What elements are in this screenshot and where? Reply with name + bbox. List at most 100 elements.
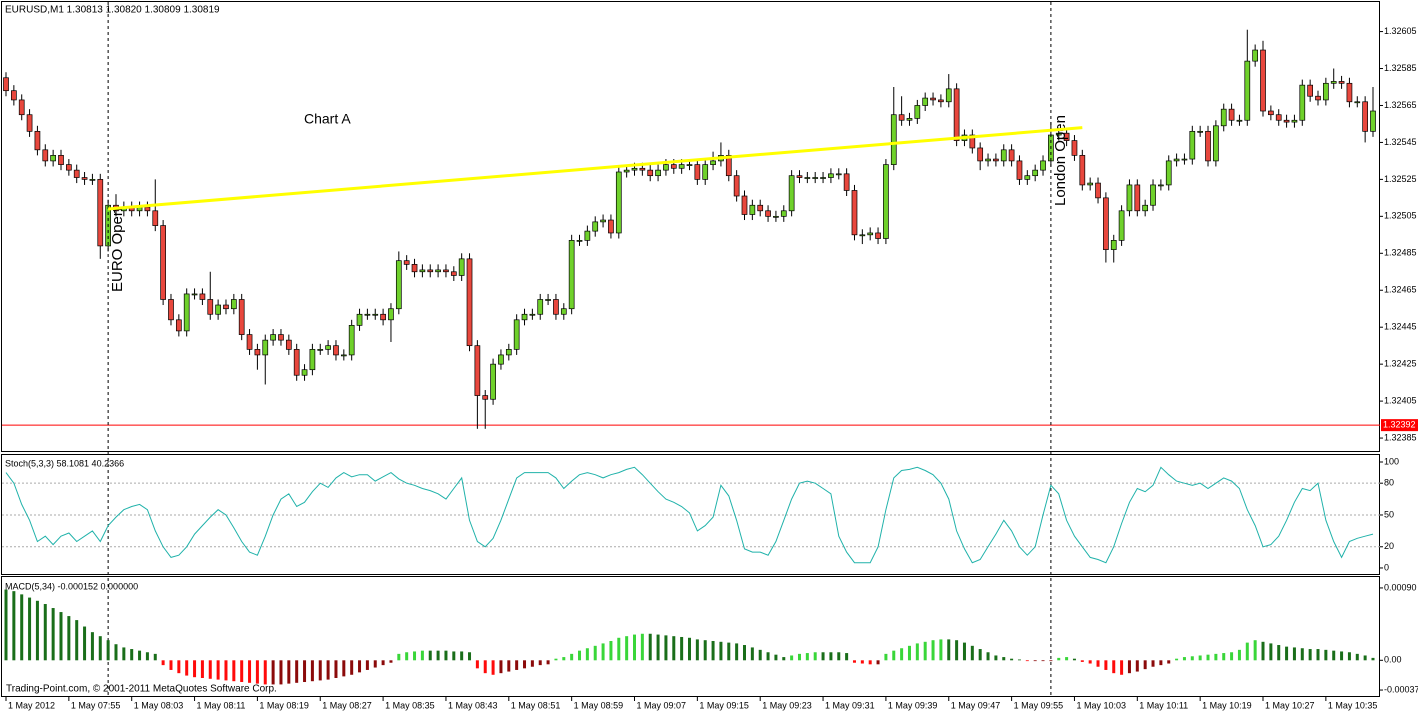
macd-title: MACD(5,34) -0.000152 0.000000 (5, 581, 138, 591)
macd-bar (358, 660, 362, 673)
macd-bar (1041, 660, 1045, 662)
candle-body (608, 219, 614, 234)
candle-body (1032, 169, 1039, 177)
candle-body (348, 325, 355, 356)
candle-body (804, 177, 811, 179)
candle-body (1370, 110, 1376, 132)
macd-bar (1222, 653, 1226, 661)
macd-bar (515, 660, 519, 670)
macd-bar (1340, 651, 1344, 661)
candle-body (1330, 81, 1337, 84)
candle-body (1095, 182, 1101, 199)
candle-body (372, 313, 379, 316)
macd-bar (1104, 660, 1108, 670)
macd-bar (1080, 660, 1084, 662)
candle-body (1205, 130, 1211, 162)
macd-bar (1347, 652, 1351, 661)
macd-bar (923, 641, 927, 661)
candle-body (89, 179, 96, 181)
y-tick-label: 0 (1384, 562, 1389, 572)
macd-bar (224, 660, 228, 681)
candle-body (741, 195, 748, 215)
candle-body (655, 169, 661, 177)
y-tick-label: 1.32565 (1384, 100, 1417, 110)
macd-bar (1237, 649, 1241, 661)
macd-bar (633, 634, 637, 661)
macd-bar (279, 660, 283, 685)
macd-bar (1245, 642, 1249, 661)
macd-bar (845, 653, 849, 661)
candle-body (325, 345, 331, 350)
macd-bar (397, 653, 401, 661)
candle-body (812, 177, 819, 179)
candle-body (230, 299, 237, 310)
candle-body (600, 219, 606, 223)
y-tick-label: 0.00090 (1384, 582, 1417, 592)
x-tick-label: 1 May 08:27 (322, 700, 372, 710)
x-tick-label: 1 May 09:07 (637, 700, 687, 710)
x-tick-label: 1 May 09:23 (762, 700, 812, 710)
candle-body (490, 363, 496, 400)
macd-bar (970, 645, 974, 661)
macd-bar (1324, 649, 1328, 661)
macd-bar (1143, 660, 1147, 670)
macd-bar (350, 660, 354, 675)
macd-bar (138, 650, 142, 661)
macd-bar (1206, 654, 1210, 661)
macd-bar (876, 660, 880, 665)
candle-body (458, 258, 465, 276)
macd-bar (1025, 660, 1029, 662)
candle-body (670, 164, 677, 169)
y-tick-label: 100 (1384, 456, 1399, 466)
y-tick-label: 1.32505 (1384, 211, 1417, 221)
macd-bar (986, 652, 990, 661)
macd-bar (907, 645, 911, 661)
macd-bar (51, 608, 55, 661)
candle-body (631, 167, 638, 171)
candle-body (1268, 110, 1274, 116)
macd-bar (727, 642, 731, 661)
macd-bar (1017, 659, 1021, 661)
candle-body (427, 269, 434, 273)
x-tick-label: 1 May 09:47 (951, 700, 1001, 710)
macd-bar (35, 600, 39, 661)
macd-bar (829, 652, 833, 661)
x-tick-label: 1 May 10:27 (1265, 700, 1315, 710)
candle-body (702, 164, 709, 180)
macd-bar (1065, 657, 1069, 661)
candle-body (333, 345, 339, 356)
macd-bar (90, 632, 94, 661)
candle-body (3, 77, 9, 92)
candle-body (529, 313, 536, 316)
macd-bar (1151, 660, 1155, 667)
macd-bar (106, 640, 110, 661)
candle-body (144, 206, 151, 212)
x-tick-label: 1 May 09:15 (699, 700, 749, 710)
candle-body (168, 299, 174, 321)
candle-body (278, 334, 284, 341)
y-tick-label: 1.32545 (1384, 137, 1417, 147)
candle-body (1071, 140, 1078, 156)
candle-body (482, 395, 489, 400)
macd-bar (1096, 660, 1100, 667)
candle-body (584, 230, 591, 241)
candle-body (663, 164, 669, 171)
macd-bar (381, 660, 385, 666)
candle-body (1016, 160, 1023, 180)
candle-body (867, 232, 874, 236)
macd-bar (1057, 657, 1061, 661)
macd-bar (680, 636, 684, 661)
candle-body (1197, 130, 1204, 133)
candle-body (364, 313, 371, 316)
candle-body (1244, 60, 1251, 121)
y-tick-label: 80 (1384, 478, 1394, 488)
macd-bar (625, 636, 629, 661)
candle-body (1181, 158, 1188, 161)
macd-bar (892, 650, 896, 661)
candle-body (513, 319, 520, 350)
macd-bar (860, 660, 864, 664)
candle-body (1087, 182, 1094, 186)
macd-bar (1261, 641, 1265, 661)
macd-bar (617, 637, 621, 661)
candle-body (1236, 119, 1243, 122)
